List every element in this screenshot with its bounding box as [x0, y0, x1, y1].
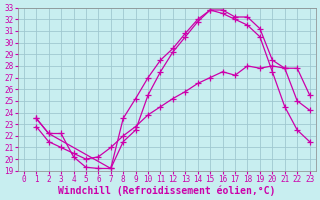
X-axis label: Windchill (Refroidissement éolien,°C): Windchill (Refroidissement éolien,°C) — [58, 185, 276, 196]
